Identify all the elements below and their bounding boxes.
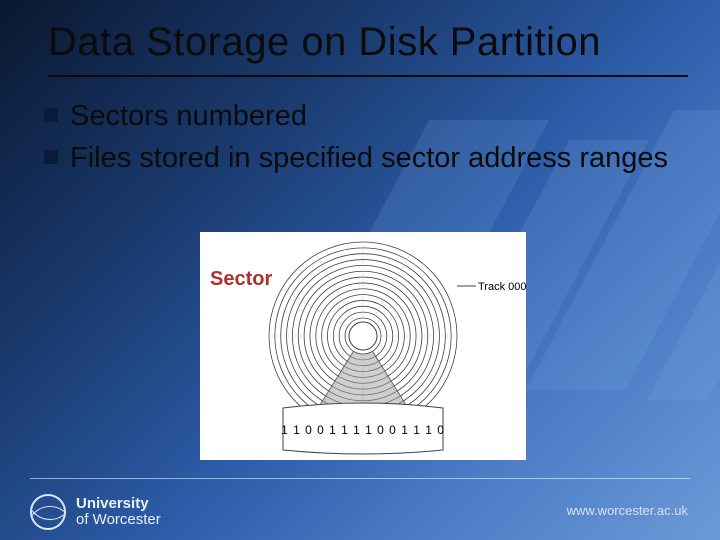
bullet-square-icon	[44, 108, 58, 122]
footer-divider	[30, 478, 690, 479]
bullet-text: Files stored in specified sector address…	[70, 140, 668, 176]
bullet-item: Sectors numbered	[44, 98, 690, 134]
university-name: University of Worcester	[76, 496, 161, 528]
svg-text:1 1 0 0 1 1 1 1 0 0 1 1 1 0: 1 1 0 0 1 1 1 1 0 0 1 1 1 0	[281, 423, 445, 437]
sector-label: Sector	[210, 268, 272, 291]
university-logo: University of Worcester	[30, 494, 161, 530]
svg-text:Track 000: Track 000	[478, 281, 526, 293]
bullet-square-icon	[44, 150, 58, 164]
disk-diagram: Sector Track 000 1 1 0 0 1 1 1 1 0 0 1 1…	[200, 232, 526, 460]
slide-footer: University of Worcester www.worcester.ac…	[0, 478, 720, 540]
bullet-list: Sectors numbered Files stored in specifi…	[44, 98, 690, 183]
site-url: www.worcester.ac.uk	[567, 503, 688, 518]
slide-title: Data Storage on Disk Partition	[48, 20, 690, 77]
bullet-item: Files stored in specified sector address…	[44, 140, 690, 176]
globe-icon	[30, 494, 66, 530]
bullet-text: Sectors numbered	[70, 98, 307, 134]
